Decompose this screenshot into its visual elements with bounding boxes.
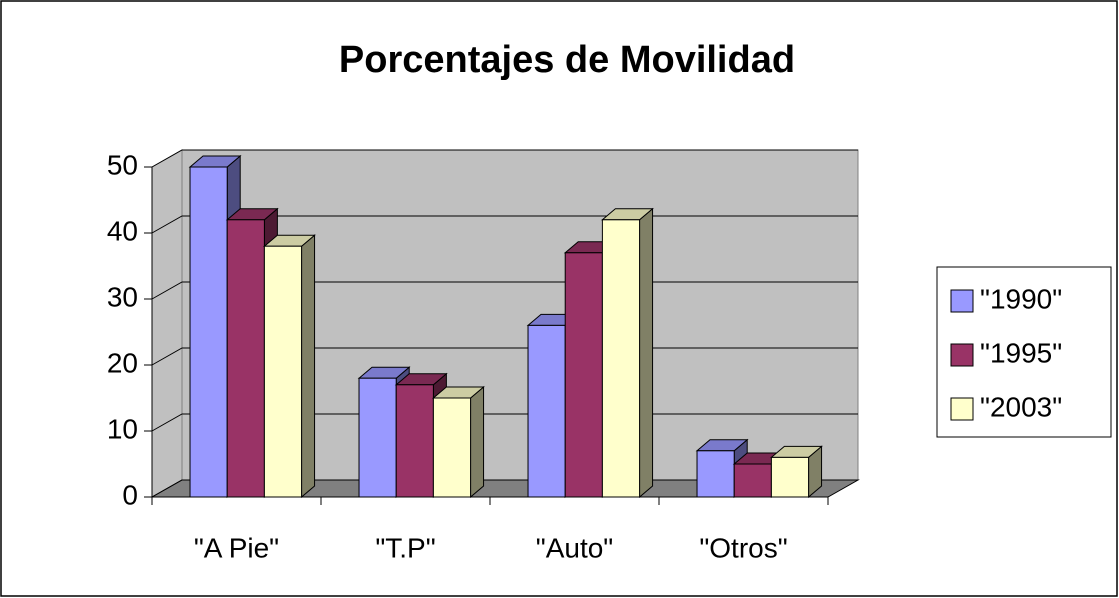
bar	[395, 384, 434, 498]
bar	[263, 245, 303, 498]
legend-label: "1990"	[980, 283, 1062, 314]
bar	[564, 252, 603, 498]
bar	[527, 324, 566, 498]
bar-side	[301, 234, 316, 499]
legend-label: "2003"	[980, 391, 1062, 422]
side-wall	[151, 149, 183, 498]
y-tick-label: 10	[107, 413, 138, 444]
bar-side	[639, 207, 654, 499]
x-tick-label: "T.P"	[375, 532, 435, 563]
bar	[432, 397, 472, 498]
bar	[226, 219, 265, 498]
bar	[770, 456, 810, 498]
x-tick-label: "Auto"	[536, 532, 613, 563]
bar	[733, 463, 772, 498]
grid-line	[151, 149, 858, 168]
bar	[189, 166, 228, 498]
y-tick-label: 0	[122, 479, 138, 510]
chart-title: Porcentajes de Movilidad	[339, 39, 795, 81]
bar	[601, 219, 641, 498]
legend-swatch	[950, 289, 974, 313]
bar	[358, 377, 397, 498]
bar-side	[470, 385, 485, 499]
y-tick-label: 50	[107, 149, 138, 180]
x-tick-label: "A Pie"	[194, 532, 279, 563]
y-tick-label: 20	[107, 347, 138, 378]
legend-swatch	[950, 343, 974, 367]
y-tick-label: 30	[107, 281, 138, 312]
legend-swatch	[950, 397, 974, 421]
legend-label: "1995"	[980, 337, 1062, 368]
x-tick-label: "Otros"	[699, 532, 787, 563]
y-tick-label: 40	[107, 215, 138, 246]
bar	[696, 450, 735, 498]
